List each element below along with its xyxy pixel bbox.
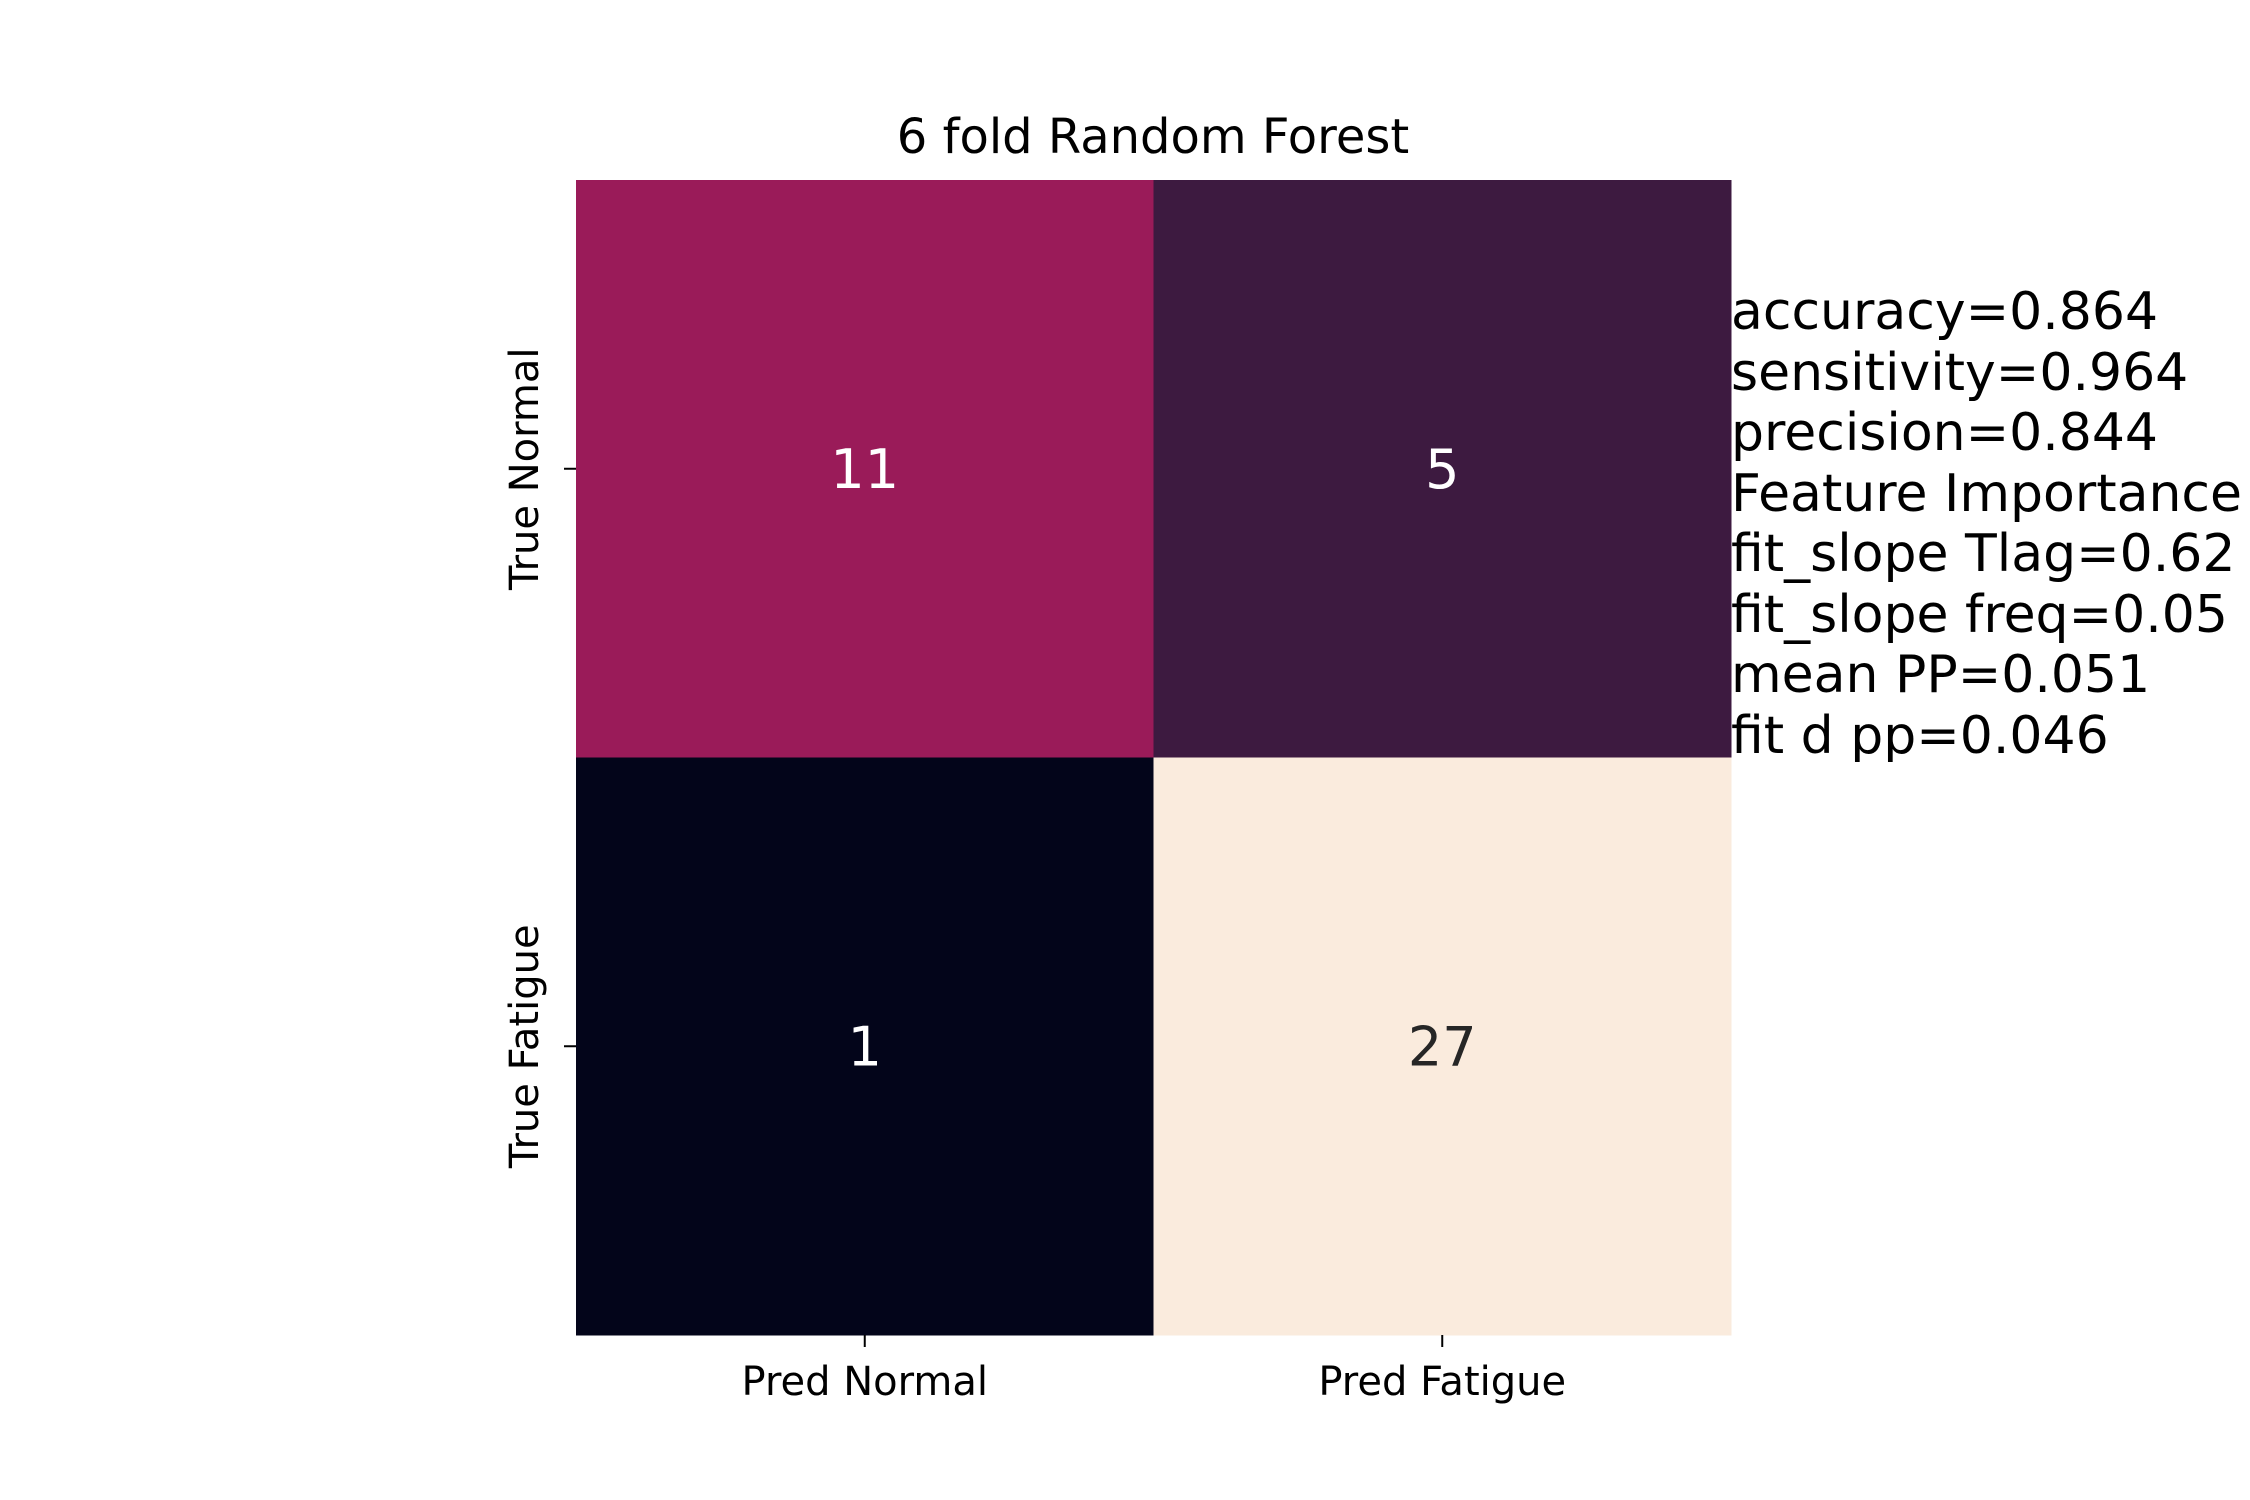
- annotation-line-accuracy: accuracy=0.864: [1731, 282, 2159, 342]
- annotation-line-sensitivity: sensitivity=0.964: [1731, 342, 2189, 403]
- chart-title: 6 fold Random Forest: [897, 109, 1409, 165]
- cell-value-true-normal-pred-fatigue: 5: [1425, 438, 1459, 501]
- y-tick-label-true-fatigue: True Fatigue: [502, 924, 548, 1169]
- annotation-line-feature-importance-heading: Feature Importance: [1731, 463, 2243, 524]
- cell-value-true-fatigue-pred-normal: 1: [848, 1015, 882, 1078]
- cell-true-fatigue-pred-fatigue: [1153, 757, 1732, 1336]
- x-tick-label-pred-normal: Pred Normal: [742, 1359, 988, 1405]
- annotation-line-feature-1: fit_slope Tlag=0.62: [1731, 524, 2236, 584]
- cell-value-true-normal-pred-normal: 11: [830, 438, 899, 501]
- annotation-line-precision: precision=0.844: [1731, 403, 2159, 463]
- x-tick-label-pred-fatigue: Pred Fatigue: [1318, 1359, 1566, 1405]
- axis-ticks: [564, 467, 1444, 1347]
- heatmap-cells: 11 5 1 27: [576, 180, 1732, 1336]
- annotation-line-feature-3: mean PP=0.051: [1731, 645, 2151, 705]
- annotation-line-feature-2: fit_slope freq=0.05: [1731, 584, 2228, 645]
- cell-true-fatigue-pred-normal: [576, 757, 1154, 1336]
- cell-true-normal-pred-normal: [576, 180, 1154, 758]
- annotation-line-feature-4: fit d pp=0.046: [1731, 705, 2109, 763]
- cell-value-true-fatigue-pred-fatigue: 27: [1408, 1015, 1477, 1078]
- cell-true-normal-pred-fatigue: [1153, 180, 1732, 758]
- metrics-annotation: accuracy=0.864 sensitivity=0.964 precisi…: [1731, 282, 2250, 762]
- y-tick-label-true-normal: True Normal: [502, 348, 548, 591]
- axis-tick-labels: Pred Normal Pred Fatigue True Normal True F…: [502, 348, 1566, 1405]
